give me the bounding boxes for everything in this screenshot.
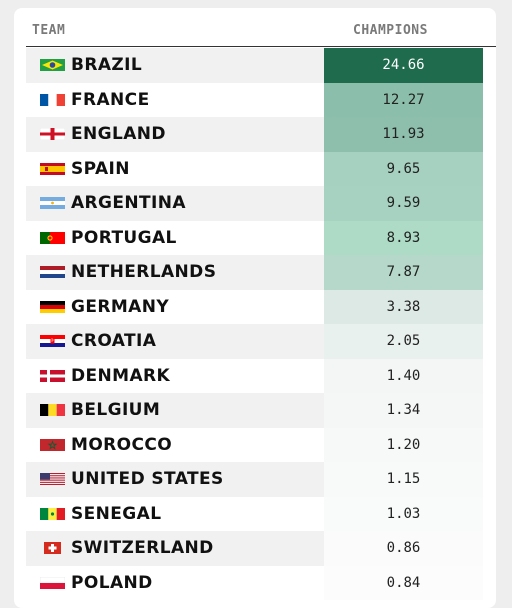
usa-flag-icon — [40, 473, 65, 486]
champions-value: 1.20 — [324, 427, 483, 462]
brazil-flag-icon — [40, 59, 65, 72]
team-table-body: BRAZIL 24.66 FRANCE 12.27 ENGLAND 11.93 SPAIN 9… — [26, 48, 496, 600]
team-name: ENGLAND — [71, 124, 166, 145]
denmark-flag-icon — [40, 369, 65, 382]
team-cell: MOROCCO — [26, 428, 324, 463]
champions-value: 1.03 — [324, 496, 483, 531]
champions-value: 24.66 — [324, 48, 483, 83]
table-row: NETHERLANDS 7.87 — [26, 255, 496, 290]
table-row: ARGENTINA 9.59 — [26, 186, 496, 221]
team-cell: BRAZIL — [26, 48, 324, 83]
table-row: CROATIA 2.05 — [26, 324, 496, 359]
spain-flag-icon — [40, 162, 65, 175]
table-row: FRANCE 12.27 — [26, 82, 496, 118]
table-row: POLAND 0.84 — [26, 565, 496, 601]
team-name: NETHERLANDS — [71, 262, 217, 283]
team-name: PORTUGAL — [71, 227, 177, 248]
table-row: GERMANY 3.38 — [26, 289, 496, 325]
champions-value: 9.65 — [324, 151, 483, 186]
table-row: PORTUGAL 8.93 — [26, 220, 496, 256]
team-name: DENMARK — [71, 365, 171, 386]
team-cell: UNITED STATES — [26, 462, 324, 497]
table-row: SPAIN 9.65 — [26, 151, 496, 187]
champions-value: 1.34 — [324, 393, 483, 428]
team-cell: SENEGAL — [26, 497, 324, 532]
team-name: SENEGAL — [71, 503, 162, 524]
table-row: BELGIUM 1.34 — [26, 393, 496, 428]
team-cell: ARGENTINA — [26, 186, 324, 221]
team-cell: CROATIA — [26, 324, 324, 359]
morocco-flag-icon — [40, 438, 65, 451]
champions-value: 1.15 — [324, 462, 483, 497]
table-row: UNITED STATES 1.15 — [26, 462, 496, 497]
portugal-flag-icon — [40, 231, 65, 244]
team-name: BRAZIL — [71, 55, 143, 76]
standings-card: TEAM CHAMPIONS BRAZIL 24.66 FRANCE 12.27 ENG… — [14, 8, 496, 608]
team-name: BELGIUM — [71, 400, 161, 421]
table-row: ENGLAND 11.93 — [26, 117, 496, 152]
team-cell: DENMARK — [26, 359, 324, 394]
team-name: SPAIN — [71, 158, 130, 179]
team-cell: BELGIUM — [26, 393, 324, 428]
switzerland-flag-icon — [40, 542, 65, 555]
senegal-flag-icon — [40, 507, 65, 520]
table-row: MOROCCO 1.20 — [26, 427, 496, 463]
champions-value: 3.38 — [324, 289, 483, 324]
table-row: BRAZIL 24.66 — [26, 48, 496, 83]
champions-value: 9.59 — [324, 186, 483, 221]
team-cell: FRANCE — [26, 83, 324, 118]
champions-value: 1.40 — [324, 358, 483, 393]
table-row: SENEGAL 1.03 — [26, 496, 496, 532]
england-flag-icon — [40, 128, 65, 141]
champions-value: 11.93 — [324, 117, 483, 152]
champions-value: 7.87 — [324, 255, 483, 290]
champions-value: 0.84 — [324, 565, 483, 600]
table-row: SWITZERLAND 0.86 — [26, 531, 496, 566]
poland-flag-icon — [40, 576, 65, 589]
team-column-header: TEAM — [32, 23, 66, 38]
team-cell: SWITZERLAND — [26, 531, 324, 566]
champions-column-header: CHAMPIONS — [353, 23, 428, 38]
team-cell: ENGLAND — [26, 117, 324, 152]
champions-value: 0.86 — [324, 531, 483, 566]
team-cell: PORTUGAL — [26, 221, 324, 256]
champions-value: 12.27 — [324, 82, 483, 117]
team-name: SWITZERLAND — [71, 538, 214, 559]
team-cell: POLAND — [26, 566, 324, 601]
team-name: POLAND — [71, 572, 153, 593]
team-name: MOROCCO — [71, 434, 173, 455]
champions-value: 2.05 — [324, 324, 483, 359]
table-row: DENMARK 1.40 — [26, 358, 496, 394]
team-name: CROATIA — [71, 331, 157, 352]
germany-flag-icon — [40, 300, 65, 313]
team-name: ARGENTINA — [71, 193, 186, 214]
team-cell: GERMANY — [26, 290, 324, 325]
france-flag-icon — [40, 93, 65, 106]
team-cell: NETHERLANDS — [26, 255, 324, 290]
netherlands-flag-icon — [40, 266, 65, 279]
croatia-flag-icon — [40, 335, 65, 348]
team-name: GERMANY — [71, 296, 170, 317]
table-header: TEAM CHAMPIONS — [26, 8, 496, 47]
champions-value: 8.93 — [324, 220, 483, 255]
belgium-flag-icon — [40, 404, 65, 417]
argentina-flag-icon — [40, 197, 65, 210]
team-name: UNITED STATES — [71, 469, 224, 490]
team-cell: SPAIN — [26, 152, 324, 187]
team-name: FRANCE — [71, 89, 150, 110]
